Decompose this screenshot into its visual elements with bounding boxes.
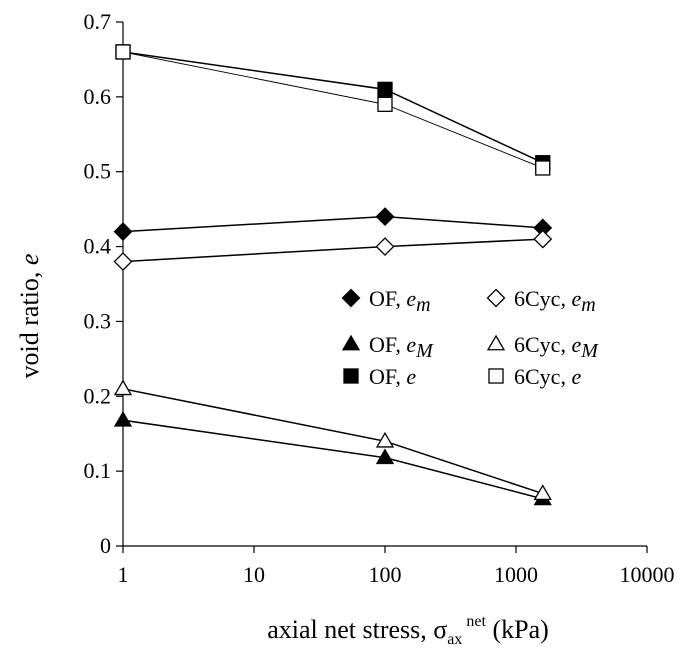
- data-point-of_e: [377, 81, 393, 98]
- series-line-of_eM: [122, 419, 543, 500]
- x-axis-ticks: 1 10 100 1000 10000: [118, 546, 675, 587]
- legend-label-cyc_e: 6Cyc, e: [514, 364, 581, 389]
- legend-marker-of_e: [343, 368, 359, 384]
- legend-item-cyc_em: 6Cyc, em: [486, 286, 596, 316]
- legend-label-of_eM: OF, eM: [369, 332, 434, 362]
- legend-marker-of_eM: [341, 334, 361, 351]
- x-tick-label: 10: [243, 562, 265, 587]
- legend-item-cyc_e: 6Cyc, e: [488, 364, 581, 389]
- series-line-cyc_eM: [122, 388, 543, 495]
- x-tick-label: 1: [118, 562, 129, 587]
- series-line-of_e: [122, 51, 544, 164]
- data-point-cyc_eM: [113, 379, 133, 396]
- legend-label-of_em: OF, em: [369, 286, 431, 316]
- x-axis-title-sub: ax: [447, 631, 462, 648]
- legend-marker-of_em: [341, 288, 361, 308]
- y-tick-label: 0.4: [84, 234, 112, 259]
- legend: OF, em 6Cyc, em OF, eM 6Cyc, eM OF, e 6Cyc, e: [341, 286, 599, 389]
- data-point-cyc_em: [533, 229, 553, 249]
- legend-label-cyc_em: 6Cyc, em: [514, 286, 596, 316]
- x-tick-label: 1000: [494, 562, 538, 587]
- legend-label-cyc_eM: 6Cyc, eM: [514, 332, 599, 362]
- y-tick-label: 0.2: [84, 383, 112, 408]
- series-markers: [113, 44, 553, 506]
- series-line-of_em: [122, 215, 543, 233]
- x-axis-title-prefix: axial net stress,: [267, 615, 433, 644]
- series-line-cyc_e: [122, 51, 543, 169]
- legend-marker-cyc_e: [488, 368, 504, 384]
- data-point-of_em: [113, 222, 133, 242]
- legend-label-of_e: OF, e: [369, 364, 416, 389]
- data-point-of_eM: [113, 410, 133, 427]
- y-tick-label: 0.3: [84, 308, 112, 333]
- legend-marker-cyc_eM: [486, 334, 506, 351]
- series-line-cyc_em: [122, 238, 543, 263]
- legend-marker-cyc_em: [486, 288, 506, 308]
- data-point-cyc_e: [535, 160, 551, 176]
- y-tick-label: 0: [100, 533, 111, 558]
- x-axis-title: axial net stress, σaxnet (kPa): [267, 613, 549, 648]
- data-point-cyc_em: [113, 252, 133, 271]
- y-axis-title: void ratio, e: [15, 254, 44, 379]
- data-point-cyc_e: [377, 96, 393, 112]
- y-axis-title-var: e: [15, 254, 44, 266]
- series-lines: [122, 51, 544, 500]
- data-point-cyc_e: [115, 44, 131, 60]
- data-point-of_em: [375, 207, 395, 227]
- data-point-of_eM: [375, 448, 395, 465]
- x-axis-title-suffix: (kPa): [486, 615, 549, 644]
- legend-item-of_em: OF, em: [341, 286, 431, 316]
- x-tick-label: 100: [369, 562, 402, 587]
- y-tick-label: 0.5: [84, 159, 112, 184]
- y-tick-label: 0.1: [84, 458, 112, 483]
- legend-item-of_e: OF, e: [343, 364, 416, 389]
- x-axis-title-sup: net: [466, 613, 486, 630]
- data-point-cyc_eM: [375, 431, 395, 448]
- y-axis-title-prefix: void ratio,: [15, 265, 44, 378]
- y-axis-ticks: 0 0.1 0.2 0.3 0.4 0.5 0.6 0.7: [84, 9, 123, 558]
- legend-item-cyc_eM: 6Cyc, eM: [486, 332, 599, 362]
- y-tick-label: 0.7: [84, 9, 112, 34]
- plot-area: 0 0.1 0.2 0.3 0.4 0.5 0.6 0.7 1 10 100 1000 10000: [84, 9, 675, 587]
- y-tick-label: 0.6: [84, 84, 112, 109]
- data-point-cyc_em: [375, 237, 395, 256]
- x-axis-title-symbol: σ: [433, 615, 447, 644]
- x-tick-label: 10000: [620, 562, 675, 587]
- data-point-cyc_eM: [533, 484, 552, 501]
- legend-item-of_eM: OF, eM: [341, 332, 434, 362]
